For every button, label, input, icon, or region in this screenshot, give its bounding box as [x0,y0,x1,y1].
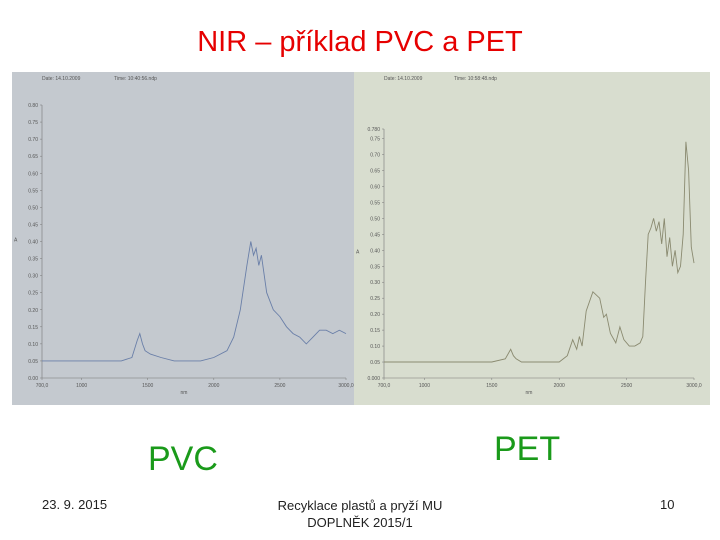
chart-1-y-tick-label: 0.30 [370,280,380,286]
pvc-spectrum-chart: Date: 14.10.2009 Time: 10:40:56.ndp 0.00 0.… [14,76,354,396]
chart-0-x-tick-label: 3000,0 [338,383,354,389]
chart-1-x-axis-label: nm [526,390,533,396]
chart-0-y-axis-label: A [14,238,18,244]
chart-0-x-tick-label: 1000 [76,383,87,389]
chart-1-series-line-0 [384,141,695,363]
chart-0-y-tick-label: 0.60 [28,171,38,177]
chart-0-header-date: Date: 14.10.2009 [42,76,81,82]
footer-course: Recyklace plastů a pryží MU DOPLNĚK 2015… [250,497,470,531]
chart-1-y-tick-label: 0.65 [370,169,380,175]
pvc-label: PVC [148,440,218,478]
chart-0-y-tick-label: 0.10 [28,342,38,348]
footer-date: 23. 9. 2015 [42,497,108,512]
pet-spectrum-panel: Date: 14.10.2009 Time: 10:58:48.ndp 0.000 0… [354,72,710,405]
chart-1-x-tick-label: 2000 [554,383,565,389]
chart-1-y-tick-label: 0.05 [370,360,380,366]
chart-1-y-tick-label: 0.60 [370,184,380,190]
chart-0-y-tick-label: 0.25 [28,291,38,297]
chart-0-x-tick-label: 700,0 [36,383,49,389]
chart-1-x-tick-label: 1000 [419,383,430,389]
chart-1-y-tick-label: 0.45 [370,232,380,238]
chart-0-header-time: Time: 10:40:56.ndp [114,76,157,82]
chart-0-y-tick-label: 0.50 [28,205,38,211]
chart-0-y-tick-label: 0.75 [28,120,38,126]
chart-1-x-tick-label: 1500 [486,383,497,389]
chart-1-y-tick-label: 0.10 [370,344,380,350]
chart-0-y-tick-label: 0.55 [28,188,38,194]
chart-0-x-tick-label: 1500 [142,383,153,389]
slide-title: NIR – příklad PVC a PET [197,26,523,58]
footer-course-line-1: Recyklace plastů a pryží MU [277,498,443,513]
chart-1-x-tick-label: 3000,0 [686,383,702,389]
chart-0-series-line-0 [42,241,347,362]
chart-1-header-time: Time: 10:58:48.ndp [454,76,497,82]
page-number: 10 [660,497,675,512]
pvc-spectrum-panel: Date: 14.10.2009 Time: 10:40:56.ndp 0.00 0.… [12,72,354,405]
pet-label: PET [494,430,561,468]
chart-0-y-tick-label: 0.20 [28,308,38,314]
chart-0-x-tick-label: 2500 [274,383,285,389]
chart-0-y-tick-label: 0.35 [28,257,38,263]
chart-1-y-tick-label: 0.15 [370,328,380,334]
chart-0-y-tick-label: 0.80 [28,103,38,109]
chart-1-x-tick-label: 2500 [621,383,632,389]
chart-1-y-tick-label: 0.780 [367,127,380,133]
chart-0-y-tick-label: 0.45 [28,222,38,228]
chart-0-x-tick-label: 2000 [208,383,219,389]
chart-0-y-tick-label: 0.40 [28,240,38,246]
chart-1-y-tick-label: 0.35 [370,264,380,270]
chart-1-x-tick-label: 700,0 [378,383,391,389]
chart-1-y-tick-label: 0.70 [370,153,380,159]
chart-1-y-tick-label: 0.55 [370,200,380,206]
chart-0-x-axis-label: nm [181,390,188,396]
chart-0-y-tick-label: 0.00 [28,376,38,382]
chart-0-y-tick-label: 0.30 [28,274,38,280]
chart-1-y-axis-label: A [356,250,360,256]
chart-1-y-tick-label: 0.000 [367,376,380,382]
chart-1-y-tick-label: 0.40 [370,248,380,254]
chart-0-y-tick-label: 0.70 [28,137,38,143]
chart-0-y-tick-label: 0.15 [28,325,38,331]
chart-1-y-tick-label: 0.50 [370,216,380,222]
chart-0-y-tick-label: 0.65 [28,154,38,160]
chart-0-y-tick-label: 0.05 [28,359,38,365]
pet-spectrum-chart: Date: 14.10.2009 Time: 10:58:48.ndp 0.000 0… [356,76,702,396]
chart-1-y-tick-label: 0.20 [370,312,380,318]
chart-1-y-tick-label: 0.75 [370,137,380,143]
chart-1-header-date: Date: 14.10.2009 [384,76,423,82]
chart-1-y-tick-label: 0.25 [370,296,380,302]
footer-course-line-2: DOPLNĚK 2015/1 [307,515,413,530]
